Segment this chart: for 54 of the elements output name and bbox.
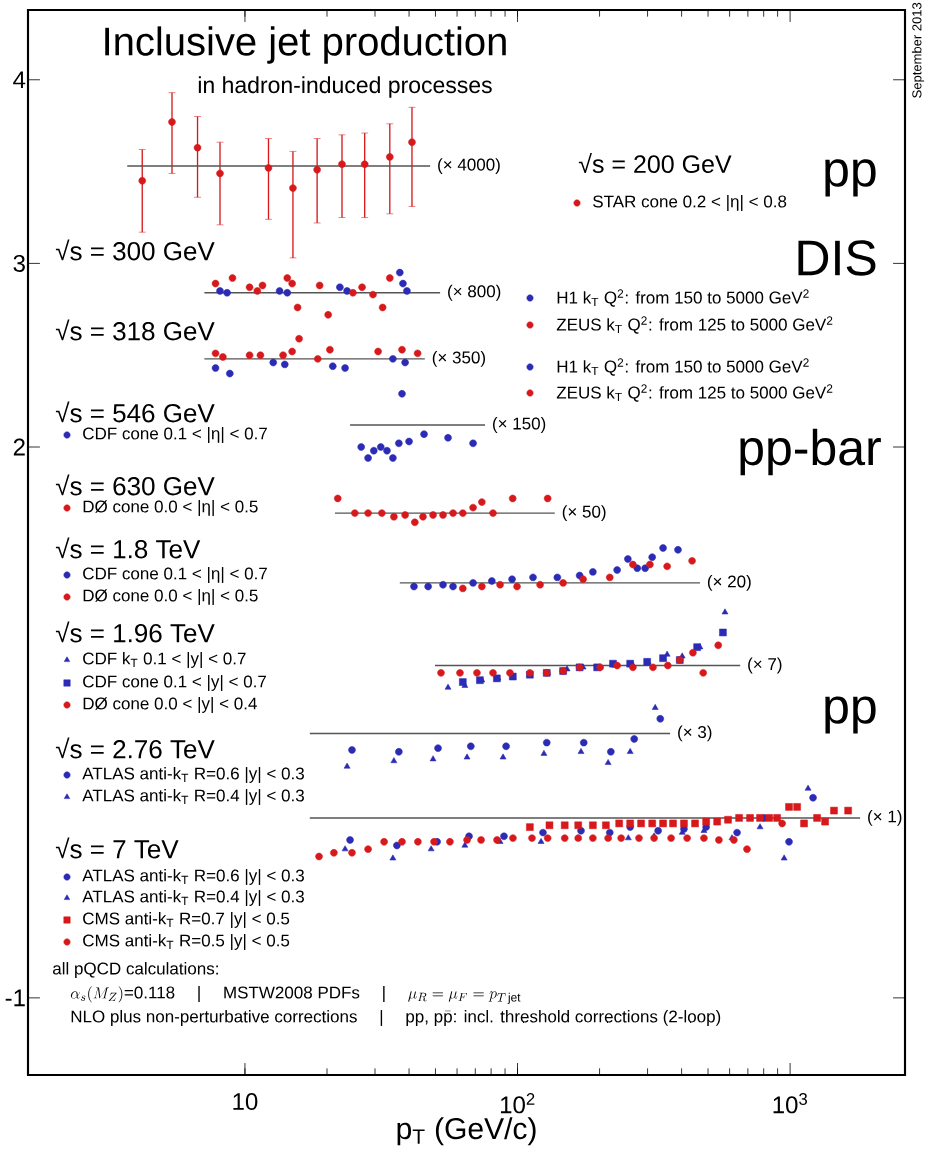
legend-label: ZEUS k$_{T}$ Q$^{2}$: from 125 to 5000 GeV$^{2}$: [556, 384, 833, 402]
legend-label: CMS anti-k$_{T}$ R=0.5 |y| < 0.5: [83, 934, 290, 950]
annotation: (× 800): [448, 284, 501, 301]
annotation: (× 4000): [438, 158, 500, 174]
y-tick-label: 2: [13, 438, 25, 456]
annotation: (× 50): [562, 505, 606, 522]
annotation: all pQCD calculations:: [53, 962, 218, 978]
legend-label: CDF cone 0.1 < |η| < 0.7: [83, 567, 267, 583]
legend-label: ATLAS anti-k$_{T}$ R=0.4 |y| < 0.3: [82, 890, 304, 906]
annotation: √s = 2.76 TeV: [55, 737, 215, 759]
annotation: (× 350): [432, 350, 486, 367]
legend-label: ATLAS anti-k$_{T}$ R=0.4 |y| < 0.3: [82, 789, 304, 805]
legend-label: CDF cone 0.1 < |y| < 0.7: [83, 675, 266, 691]
y-tick-label: 3: [13, 254, 25, 272]
annotation: √s = 630 GeV: [55, 474, 215, 496]
x-tick-label: 10$^{3}$: [773, 1093, 808, 1114]
text: in hadron-induced processes: [198, 76, 492, 98]
legend-label: DØ cone 0.0 < |η| < 0.5: [83, 500, 258, 516]
annotation: (× 7): [748, 657, 782, 674]
text: September 2013: [911, 2, 925, 98]
annotation: √s = 1.96 TeV: [55, 621, 215, 643]
legend-label: CDF k$_{T}$ 0.1 < |y| < 0.7: [83, 652, 246, 668]
legend-label: H1 k$_{T}$ Q$^{2}$: from 150 to 5000 GeV$^{2}$: [557, 358, 809, 376]
annotation: √s = 318 GeV: [55, 319, 215, 341]
annotation: √s = 300 GeV: [55, 239, 215, 261]
legend-label: DØ cone 0.0 < |y| < 0.4: [83, 697, 257, 713]
x-tick-label: 10$^{2}$: [500, 1093, 535, 1114]
x-tick-label: 10: [233, 1093, 258, 1111]
annotation: (× 3): [678, 725, 712, 742]
annotation: (× 1): [868, 810, 902, 826]
annotation: √s = 7 TeV: [55, 837, 179, 859]
annotation: √s = 546 GeV: [55, 401, 215, 423]
legend-label: ATLAS anti-k$_{T}$ R=0.6 |y| < 0.3: [82, 767, 304, 783]
legend-label: H1 k$_{T}$ Q$^{2}$: from 150 to 5000 GeV$^{2}$: [557, 289, 809, 307]
legend-label: DØ cone 0.0 < |η| < 0.5: [83, 589, 258, 605]
x-axis-title: p$_{T}$ (GeV/c): [397, 1117, 536, 1146]
annotation: pp-bar: [740, 428, 881, 476]
y-tick-label: -1: [5, 989, 25, 1007]
annotation: √s = 1.8 TeV: [55, 537, 201, 559]
annotation: pp: [825, 159, 876, 197]
legend-label: ZEUS k$_{T}$ Q$^{2}$: from 125 to 5000 GeV$^{2}$: [556, 316, 833, 334]
annotation: pp: [825, 696, 876, 734]
annotation: DIS: [798, 240, 876, 276]
annotation: (× 20): [707, 574, 751, 591]
annotation: $\mbox{NLO plus non-perturbative corrections \quad | \quad pp, }\mathrm{p}\bar{\mathrm{p}}\mbox{: incl. threshold corrections (2-loop)}$: [71, 1010, 721, 1026]
annotation: $\alpha_s(M_Z)\mbox{=0.118 \quad | \quad MSTW2008 PDFs \quad | \quad }\mu_R = \mu_F = p_{T\,\mathrm{jet}}$: [70, 986, 521, 1004]
legend-label: ATLAS anti-k$_{T}$ R=0.6 |y| < 0.3: [82, 869, 304, 885]
legend-label: CMS anti-k$_{T}$ R=0.7 |y| < 0.5: [83, 912, 290, 928]
chart-title: Inclusive jet production: [105, 26, 506, 64]
annotation: √s = 200 GeV: [578, 152, 732, 174]
legend-label: CDF cone 0.1 < |η| < 0.7: [83, 427, 267, 443]
legend-label: STAR cone 0.2 < |η| < 0.8: [593, 195, 787, 211]
annotation: (× 150): [493, 417, 546, 433]
y-tick-label: 4: [13, 71, 26, 89]
